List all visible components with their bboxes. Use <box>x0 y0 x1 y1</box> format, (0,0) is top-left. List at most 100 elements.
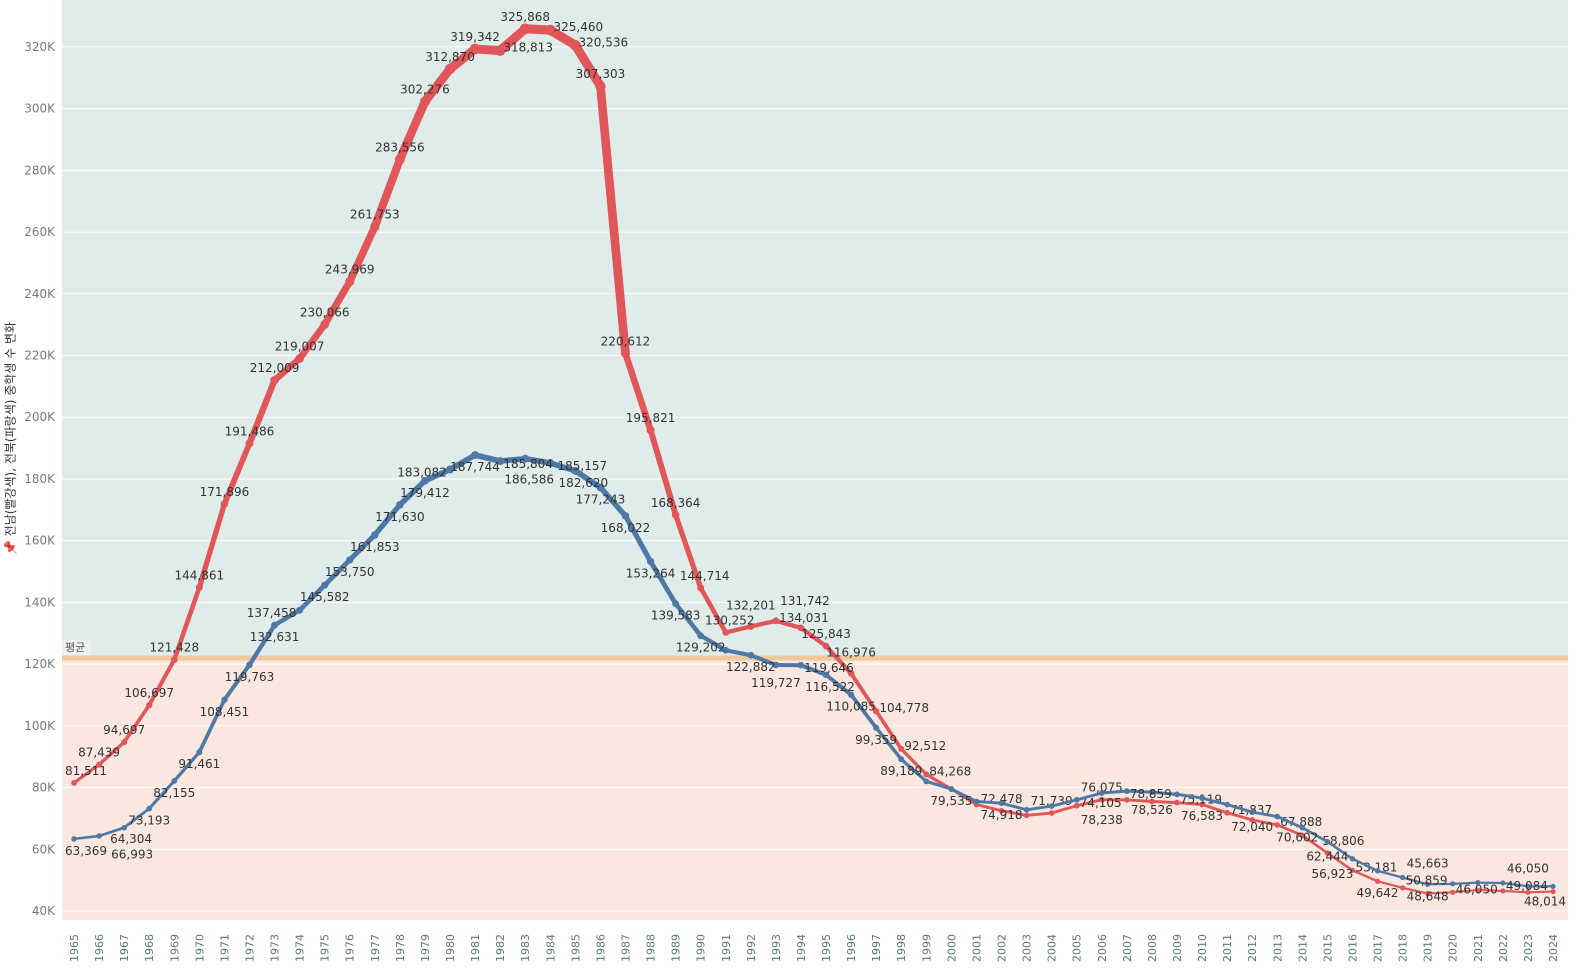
data-point[interactable] <box>621 349 630 358</box>
data-point[interactable] <box>1525 883 1531 889</box>
data-point[interactable] <box>1349 856 1356 862</box>
data-point[interactable] <box>519 23 531 35</box>
data-point[interactable] <box>797 661 805 669</box>
data-point[interactable] <box>419 96 431 107</box>
data-point[interactable] <box>898 745 905 752</box>
data-point[interactable] <box>1399 874 1406 881</box>
data-point[interactable] <box>747 651 755 659</box>
data-point[interactable] <box>1073 802 1080 809</box>
data-point[interactable] <box>998 807 1005 814</box>
data-point[interactable] <box>1374 868 1381 874</box>
data-point[interactable] <box>121 739 128 746</box>
data-point[interactable] <box>496 457 505 466</box>
data-point[interactable] <box>321 581 329 589</box>
data-point[interactable] <box>544 24 556 36</box>
data-point[interactable] <box>546 459 555 467</box>
data-point[interactable] <box>221 696 228 703</box>
data-point[interactable] <box>96 833 102 839</box>
data-point[interactable] <box>1023 806 1030 813</box>
data-point[interactable] <box>1224 801 1230 808</box>
data-point[interactable] <box>421 476 429 485</box>
data-point[interactable] <box>471 451 480 460</box>
data-point[interactable] <box>146 805 153 812</box>
data-point[interactable] <box>1374 878 1381 884</box>
data-point[interactable] <box>671 511 680 519</box>
data-point[interactable] <box>171 777 178 784</box>
data-point[interactable] <box>722 629 730 636</box>
data-point[interactable] <box>71 779 77 786</box>
data-point[interactable] <box>1149 798 1155 805</box>
data-point[interactable] <box>747 623 755 630</box>
data-point[interactable] <box>1299 824 1306 831</box>
data-point[interactable] <box>1425 881 1431 887</box>
data-point[interactable] <box>1450 889 1456 895</box>
data-point[interactable] <box>1249 817 1255 823</box>
data-point[interactable] <box>571 466 580 475</box>
data-point[interactable] <box>1349 867 1356 873</box>
data-point[interactable] <box>772 617 780 625</box>
data-point[interactable] <box>1500 880 1506 886</box>
data-point[interactable] <box>646 426 655 435</box>
data-point[interactable] <box>271 621 278 629</box>
data-point[interactable] <box>596 483 605 492</box>
data-point[interactable] <box>1249 809 1256 815</box>
data-point[interactable] <box>195 583 203 591</box>
data-point[interactable] <box>521 454 530 463</box>
data-point[interactable] <box>570 39 581 51</box>
data-point[interactable] <box>370 221 380 232</box>
data-point[interactable] <box>1324 839 1331 845</box>
data-point[interactable] <box>595 80 606 92</box>
data-point[interactable] <box>1048 810 1055 816</box>
data-point[interactable] <box>847 691 855 698</box>
data-point[interactable] <box>1123 788 1130 794</box>
data-point[interactable] <box>948 786 955 792</box>
data-point[interactable] <box>270 375 279 385</box>
data-point[interactable] <box>1048 803 1055 809</box>
data-point[interactable] <box>847 670 855 677</box>
data-point[interactable] <box>1098 790 1105 796</box>
data-point[interactable] <box>973 798 980 805</box>
data-point[interactable] <box>1274 822 1281 828</box>
data-point[interactable] <box>1274 813 1281 820</box>
data-point[interactable] <box>371 531 379 539</box>
data-point[interactable] <box>1199 801 1205 808</box>
data-point[interactable] <box>320 320 330 329</box>
data-point[interactable] <box>1149 789 1155 795</box>
data-point[interactable] <box>394 154 405 165</box>
data-point[interactable] <box>1425 890 1431 897</box>
data-point[interactable] <box>646 557 655 566</box>
data-point[interactable] <box>621 512 630 520</box>
data-point[interactable] <box>1299 832 1306 839</box>
data-point[interactable] <box>1224 809 1230 816</box>
data-point[interactable] <box>196 749 203 756</box>
data-point[interactable] <box>245 439 254 448</box>
data-point[interactable] <box>346 556 354 564</box>
pin-icon[interactable]: 📌 <box>3 536 18 556</box>
data-point[interactable] <box>797 624 805 632</box>
data-point[interactable] <box>923 778 930 785</box>
data-point[interactable] <box>672 600 680 608</box>
data-point[interactable] <box>295 354 304 363</box>
data-point[interactable] <box>1324 850 1331 856</box>
data-point[interactable] <box>1500 888 1506 894</box>
data-point[interactable] <box>71 836 77 842</box>
data-point[interactable] <box>1400 885 1406 891</box>
data-point[interactable] <box>697 632 705 640</box>
data-point[interactable] <box>1098 796 1105 803</box>
data-point[interactable] <box>898 756 905 763</box>
data-point[interactable] <box>1023 812 1030 819</box>
data-point[interactable] <box>146 702 153 709</box>
data-point[interactable] <box>1073 797 1080 803</box>
data-point[interactable] <box>822 671 830 679</box>
data-point[interactable] <box>296 606 304 614</box>
data-point[interactable] <box>772 661 780 669</box>
data-point[interactable] <box>822 642 830 650</box>
data-point[interactable] <box>1123 797 1130 803</box>
data-point[interactable] <box>220 500 229 508</box>
data-point[interactable] <box>1475 880 1481 886</box>
data-point[interactable] <box>1450 881 1456 887</box>
data-point[interactable] <box>697 584 705 592</box>
data-point[interactable] <box>469 43 481 55</box>
data-point[interactable] <box>446 465 454 474</box>
data-point[interactable] <box>96 761 103 768</box>
